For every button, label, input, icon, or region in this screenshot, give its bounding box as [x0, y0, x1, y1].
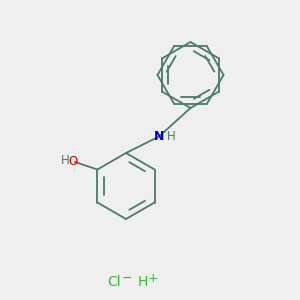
Text: N: N	[154, 130, 164, 143]
Text: H: H	[61, 154, 70, 167]
Text: +: +	[148, 272, 158, 285]
Text: −: −	[121, 272, 132, 285]
Text: O: O	[69, 155, 78, 168]
Text: Cl: Cl	[107, 275, 121, 289]
Text: H: H	[137, 275, 148, 289]
Text: H: H	[167, 130, 176, 143]
